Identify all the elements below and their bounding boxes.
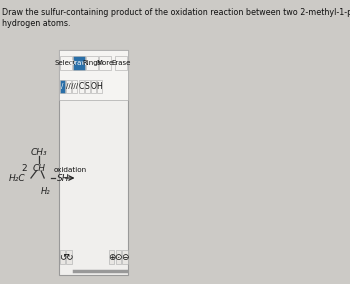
Bar	[97, 80, 102, 93]
Text: CH₃: CH₃	[30, 147, 47, 156]
Text: /: /	[61, 83, 63, 89]
Bar	[116, 250, 121, 264]
Text: O: O	[90, 82, 96, 91]
Text: More: More	[96, 60, 113, 66]
Text: H₂: H₂	[41, 187, 50, 195]
Text: SH: SH	[57, 174, 69, 183]
Bar	[66, 80, 71, 93]
Text: Draw the sulfur-containing product of the oxidation reaction between two 2-methy: Draw the sulfur-containing product of th…	[1, 8, 350, 17]
Text: H₂C: H₂C	[9, 174, 26, 183]
Bar	[60, 80, 65, 93]
Bar	[122, 250, 128, 264]
Bar	[58, 50, 128, 275]
Text: ///: ///	[71, 83, 78, 89]
Text: ⊖: ⊖	[121, 252, 129, 262]
Text: 2: 2	[21, 164, 27, 172]
Text: H: H	[97, 82, 102, 91]
Bar	[86, 56, 98, 70]
Bar	[115, 56, 127, 70]
Bar	[99, 56, 111, 70]
Bar	[60, 250, 65, 264]
Bar	[91, 80, 96, 93]
Text: CH: CH	[33, 164, 46, 172]
Bar	[72, 80, 77, 93]
Bar	[85, 80, 90, 93]
Text: ⊙: ⊙	[114, 252, 122, 262]
Text: Erase: Erase	[111, 60, 131, 66]
Text: Select: Select	[55, 60, 76, 66]
Bar	[109, 250, 114, 264]
Text: ⊕: ⊕	[108, 252, 115, 262]
Text: oxidation: oxidation	[53, 167, 86, 173]
Bar	[60, 56, 72, 70]
Text: C: C	[78, 82, 84, 91]
Text: hydrogen atoms.: hydrogen atoms.	[1, 19, 70, 28]
Bar	[78, 80, 84, 93]
Text: //: //	[66, 83, 71, 89]
Text: ↺: ↺	[59, 252, 66, 262]
Bar	[58, 50, 128, 100]
Bar	[73, 56, 85, 70]
Text: Rings: Rings	[83, 60, 102, 66]
Text: ↻: ↻	[65, 252, 73, 262]
Bar	[66, 250, 72, 264]
Text: Draw: Draw	[70, 60, 88, 66]
Text: S: S	[85, 82, 90, 91]
